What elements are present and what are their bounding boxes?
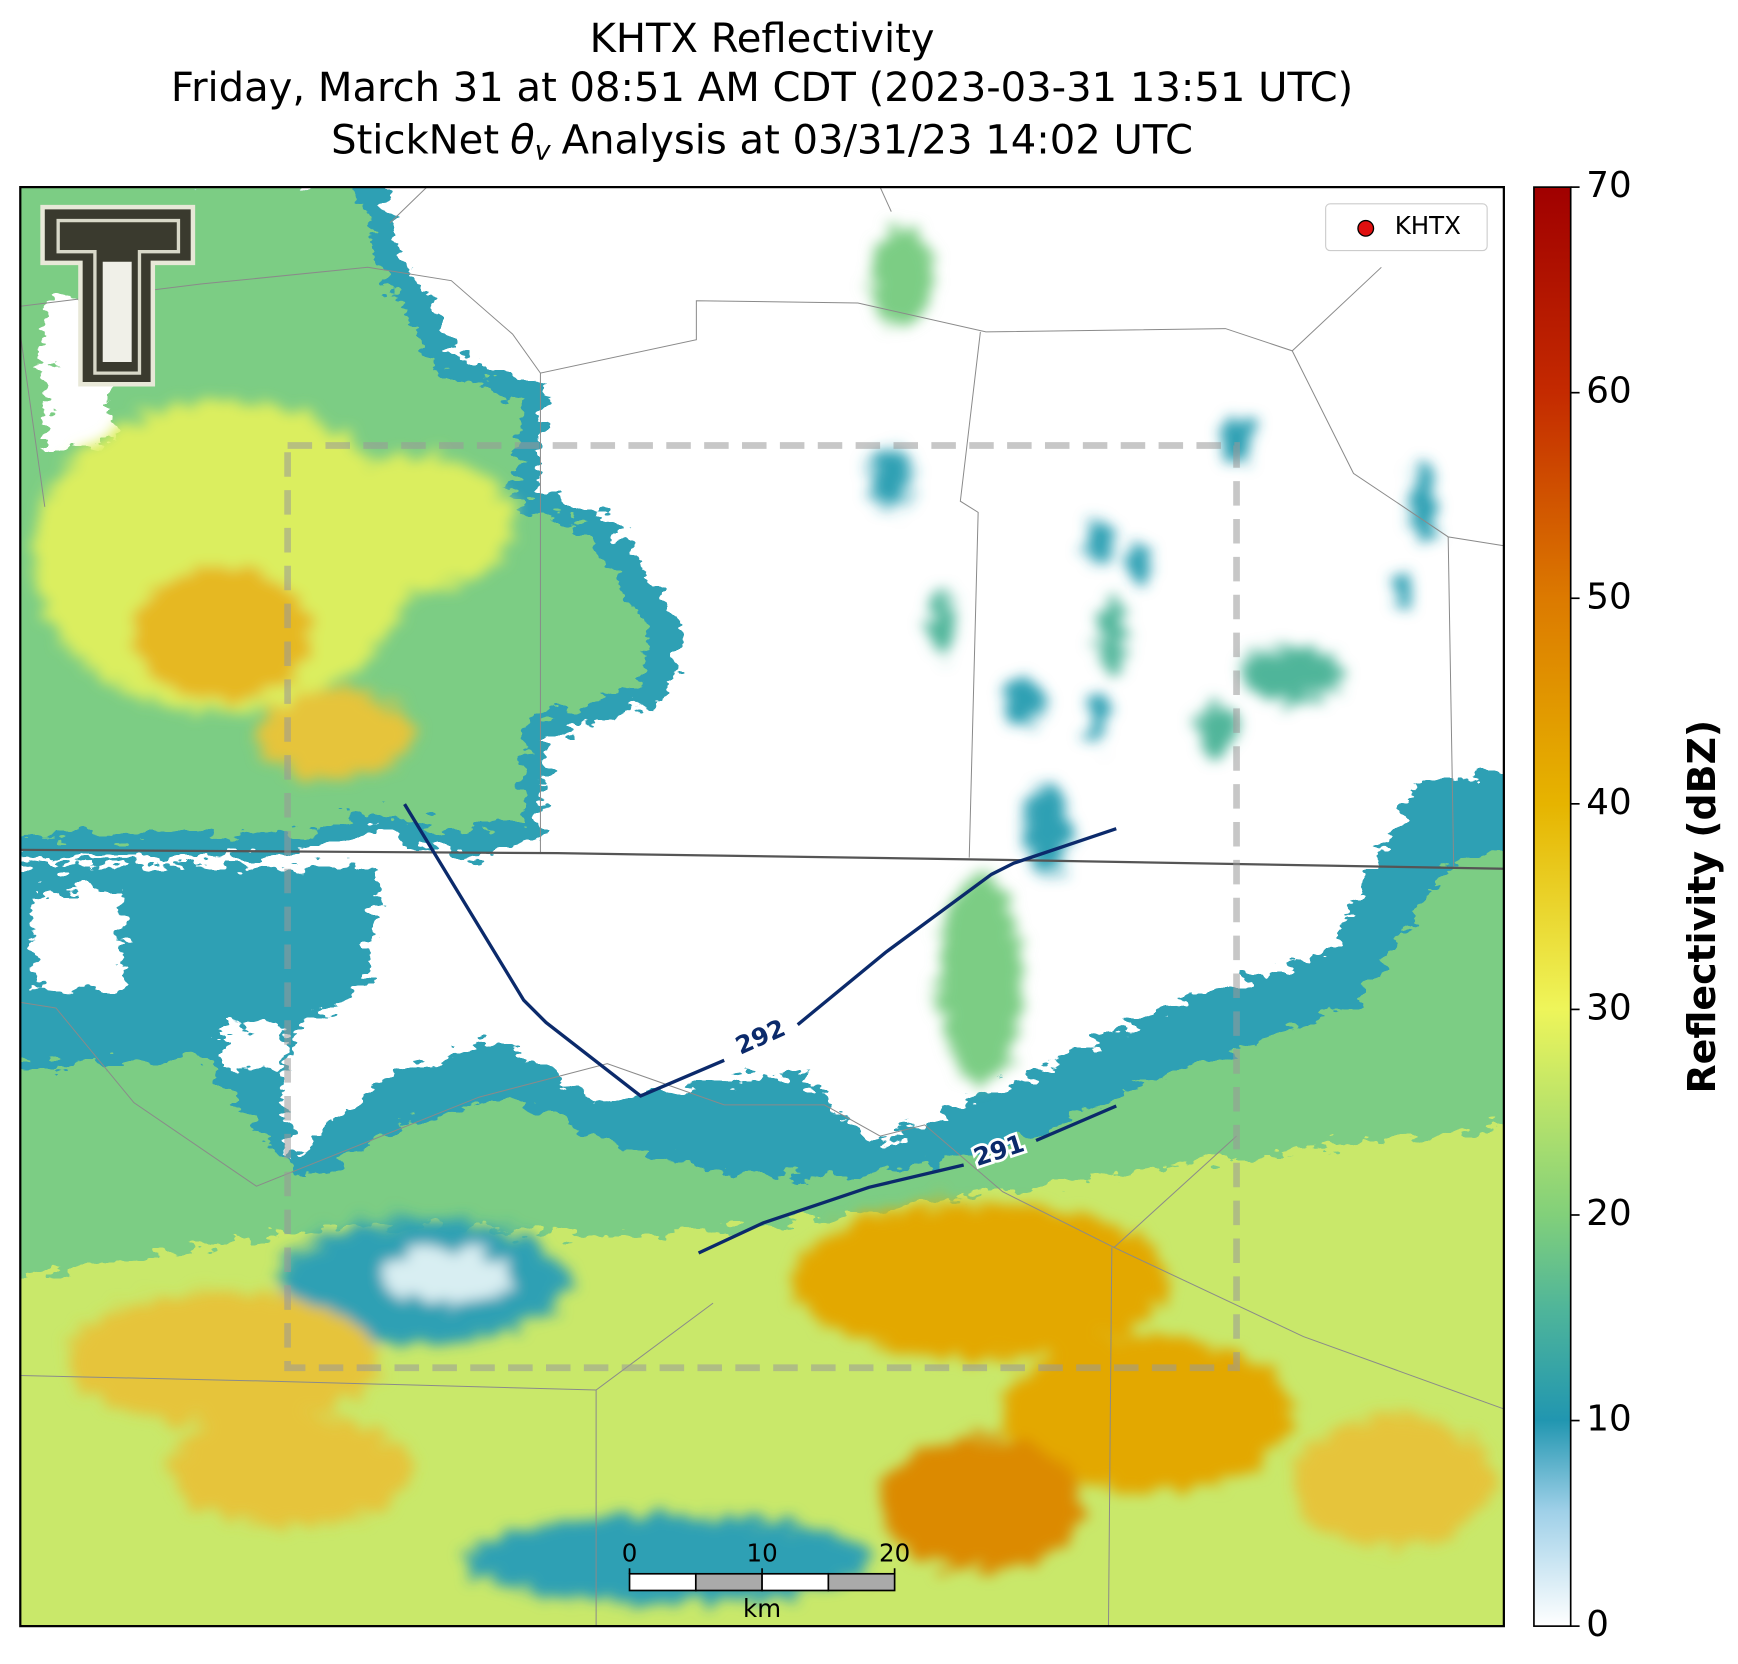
legend-box bbox=[1325, 203, 1488, 252]
subtitle: Friday, March 31 at 08:51 AM CDT (2023-0… bbox=[171, 65, 1353, 111]
contour-line bbox=[796, 827, 1117, 1026]
map-frame bbox=[19, 186, 1505, 1628]
colorbar-label: Reflectivity (dBZ) bbox=[1680, 720, 1724, 1094]
scale-unit: km bbox=[743, 1594, 781, 1623]
colorbar: Reflectivity (dBZ) 0 10 20 30 40 50 60 70 bbox=[1533, 165, 1724, 1645]
colorbar-tick-label: 40 bbox=[1586, 782, 1631, 823]
scale-bar: km 0 10 20 bbox=[622, 1539, 910, 1624]
contour-line bbox=[1035, 1104, 1117, 1143]
echo-cores bbox=[33, 400, 1493, 1604]
scale-tick-label: 10 bbox=[746, 1539, 777, 1568]
scale-tick-label: 0 bbox=[622, 1539, 638, 1568]
logo bbox=[40, 204, 196, 387]
scale-tick-label: 20 bbox=[879, 1539, 910, 1568]
colorbar-tick-label: 20 bbox=[1586, 1193, 1631, 1234]
isolated-cells bbox=[871, 228, 1438, 1086]
contour-line bbox=[697, 1163, 965, 1255]
legend-label: KHTX bbox=[1395, 211, 1461, 240]
colorbar-ramp bbox=[1533, 186, 1572, 1627]
analysis-subscript: v bbox=[535, 135, 552, 166]
colorbar-tick-label: 30 bbox=[1586, 987, 1631, 1028]
analysis-domain-box bbox=[284, 442, 1240, 1372]
analysis-symbol: θ bbox=[510, 118, 535, 164]
county-lines bbox=[20, 187, 1504, 1627]
analysis-prefix: StickNet bbox=[331, 118, 499, 164]
analysis-title: StickNet θv Analysis at 03/31/23 14:02 UTC bbox=[331, 118, 1193, 166]
legend: KHTX bbox=[1325, 203, 1488, 252]
colorbar-tick-label: 50 bbox=[1586, 576, 1631, 617]
analysis-suffix: Analysis at 03/31/23 14:02 UTC bbox=[562, 118, 1193, 164]
colorbar-tick-label: 0 bbox=[1586, 1604, 1609, 1645]
legend-marker bbox=[1357, 219, 1375, 237]
contour-line bbox=[403, 803, 725, 1098]
title: KHTX Reflectivity bbox=[590, 16, 935, 62]
colorbar-tick-label: 10 bbox=[1586, 1399, 1631, 1440]
colorbar-tick-label: 60 bbox=[1586, 371, 1631, 412]
colorbar-tick-label: 70 bbox=[1586, 165, 1631, 206]
